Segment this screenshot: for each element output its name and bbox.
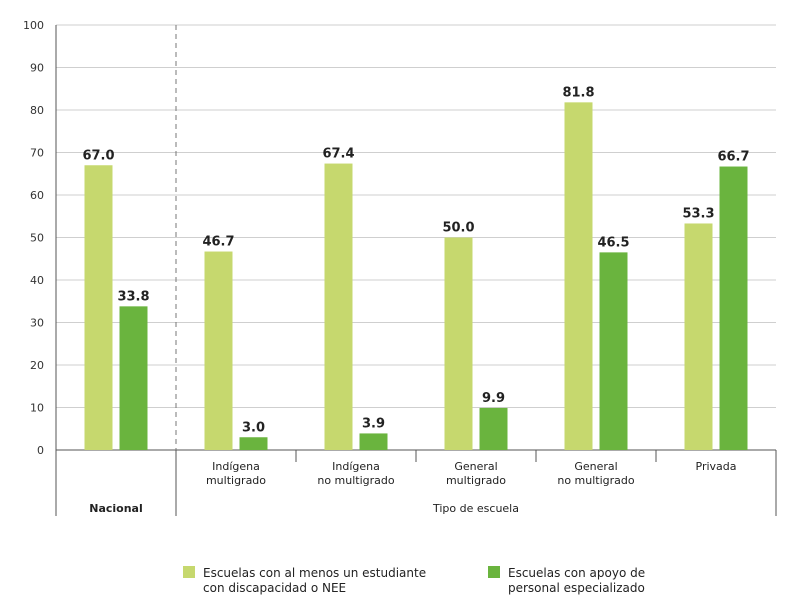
category-label: Privada: [696, 460, 737, 473]
legend-swatch: [488, 566, 500, 578]
data-label: 66.7: [717, 150, 749, 165]
category-label: General: [574, 460, 617, 473]
legend-swatch: [183, 566, 195, 578]
group-label-tipo: Tipo de escuela: [432, 502, 519, 515]
data-label: 9.9: [482, 391, 505, 406]
value-labels: 67.0 46.7 67.4 50.0 81.8 53.3 33.8 3.0 3.9 9.9 46.…: [82, 85, 749, 435]
data-label: 33.8: [117, 289, 149, 304]
data-label: 46.7: [202, 235, 234, 250]
legend-label: Escuelas con apoyo de: [508, 566, 645, 580]
bar: [204, 251, 233, 450]
data-label: 81.8: [562, 85, 594, 100]
y-tick-label: 50: [30, 232, 44, 245]
category-label: no multigrado: [317, 474, 395, 487]
gridlines: [56, 24, 776, 451]
bar: [684, 223, 713, 450]
category-label: General: [454, 460, 497, 473]
bar: [564, 102, 593, 450]
data-label: 50.0: [442, 221, 474, 236]
data-label: 3.0: [242, 420, 265, 435]
y-tick-label: 30: [30, 317, 44, 330]
y-tick-label: 0: [37, 444, 44, 457]
category-label: Indígena: [332, 460, 380, 473]
category-label: multigrado: [446, 474, 506, 487]
legend-label: personal especializado: [508, 581, 645, 595]
bar: [239, 437, 268, 450]
bar: [119, 306, 148, 450]
bar: [599, 252, 628, 450]
category-label: no multigrado: [557, 474, 635, 487]
category-label: Indígena: [212, 460, 260, 473]
bar: [84, 165, 113, 450]
y-tick-label: 40: [30, 274, 44, 287]
y-tick-label: 80: [30, 104, 44, 117]
data-label: 53.3: [682, 206, 714, 221]
category-label: multigrado: [206, 474, 266, 487]
data-label: 46.5: [597, 235, 629, 250]
y-tick-label: 90: [30, 62, 44, 75]
data-label: 3.9: [362, 416, 385, 431]
bar: [479, 407, 508, 450]
bar: [324, 163, 353, 451]
data-label: 67.0: [82, 148, 114, 163]
y-tick-label: 100: [23, 19, 44, 32]
y-tick-label: 10: [30, 402, 44, 415]
bar: [444, 237, 473, 450]
bars: [84, 102, 748, 451]
bar: [719, 166, 748, 450]
data-label: 67.4: [322, 147, 354, 162]
y-tick-label: 20: [30, 359, 44, 372]
y-axis: 0 10 20 30 40 50 60 70 80 90 100: [23, 19, 57, 516]
y-tick-label: 70: [30, 147, 44, 160]
y-tick-label: 60: [30, 189, 44, 202]
legend-label: con discapacidad o NEE: [203, 581, 346, 595]
legend-label: Escuelas con al menos un estudiante: [203, 566, 426, 580]
group-label-nacional: Nacional: [89, 502, 143, 515]
bar: [359, 433, 388, 450]
